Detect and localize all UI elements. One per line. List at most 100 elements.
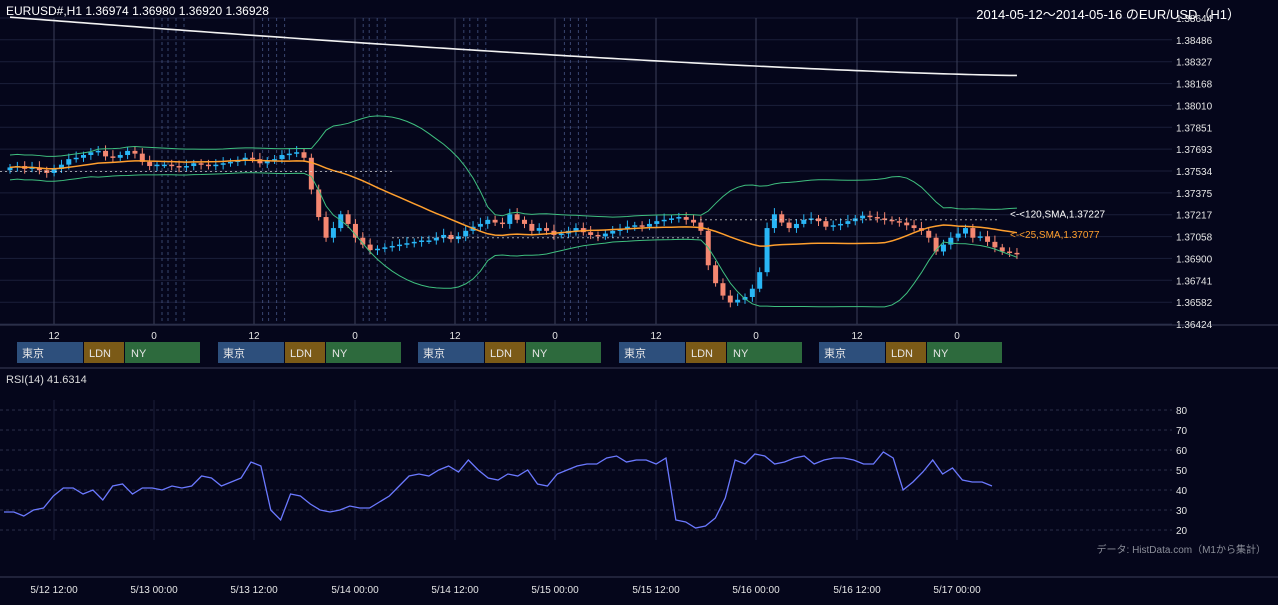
candle-down [345, 214, 351, 224]
candle-up [477, 223, 483, 227]
candle-up [838, 223, 844, 226]
candle-up [66, 159, 72, 165]
candle-up [955, 233, 961, 238]
candle-down [367, 244, 373, 251]
candle-down [595, 234, 601, 237]
time-tick-label: 5/14 12:00 [431, 585, 479, 596]
candle-up [573, 228, 579, 231]
session-newyork-bar [727, 342, 802, 363]
candle-up [830, 225, 836, 227]
price-tick-label: 1.37851 [1176, 123, 1213, 134]
session-london-bar [84, 342, 124, 363]
time-tick-label: 5/12 12:00 [30, 585, 78, 596]
candle-up [382, 247, 388, 249]
rsi-tick-label: 40 [1176, 486, 1188, 497]
session-newyork-bar [125, 342, 200, 363]
session-london-label: LDN [891, 348, 913, 360]
candle-down [713, 265, 719, 284]
candle-down [544, 228, 550, 231]
candle-up [81, 155, 86, 158]
candle-up [602, 233, 608, 237]
candle-down [933, 237, 939, 252]
hour-tick-label: 0 [552, 331, 558, 342]
candle-up [764, 228, 770, 273]
candle-down [992, 241, 998, 248]
price-tick-label: 1.37217 [1176, 211, 1213, 222]
candle-up [771, 214, 777, 229]
session-newyork-label: NY [933, 348, 949, 360]
price-tick-label: 1.36900 [1176, 254, 1213, 265]
time-tick-label: 5/15 12:00 [632, 585, 680, 596]
candle-up [95, 150, 101, 153]
candle-down [985, 236, 991, 242]
candle-up [735, 299, 741, 303]
price-tick-label: 1.38327 [1176, 58, 1213, 69]
candle-up [860, 215, 866, 219]
candle-up [7, 167, 13, 171]
candle-up [463, 230, 469, 237]
candle-up [617, 229, 623, 231]
candle-up [940, 244, 946, 252]
hour-tick-label: 0 [151, 331, 157, 342]
candle-up [154, 164, 160, 167]
session-tokyo-label: 東京 [22, 346, 44, 360]
candle-down [816, 218, 821, 222]
session-london-label: LDN [89, 348, 111, 360]
candle-up [117, 155, 123, 158]
candle-up [191, 163, 197, 167]
session-london-bar [686, 342, 726, 363]
candle-down [499, 222, 505, 225]
session-tokyo-bar [819, 342, 885, 363]
candle-up [610, 230, 616, 234]
price-tick-label: 1.37693 [1176, 145, 1213, 156]
candle-up [793, 223, 799, 229]
chart-title: 2014-05-12～2014-05-16 のEUR/USD（H1） [976, 7, 1240, 22]
session-tokyo-bar [218, 342, 284, 363]
candle-up [676, 217, 682, 219]
hour-tick-label: 0 [352, 331, 358, 342]
hour-tick-label: 0 [753, 331, 759, 342]
session-newyork-bar [927, 342, 1002, 363]
candle-down [250, 157, 256, 160]
candle-up [51, 168, 57, 173]
candle-up [963, 228, 968, 234]
candle-down [1007, 251, 1013, 253]
candle-up [948, 237, 954, 245]
rsi-label: RSI(14) 41.6314 [6, 374, 87, 386]
candle-down [1014, 252, 1020, 255]
candle-down [691, 219, 697, 223]
candle-up [338, 214, 344, 229]
candle-down [882, 218, 888, 220]
candle-up [220, 163, 226, 165]
candle-up [419, 240, 425, 242]
sma25-line [9, 159, 1018, 247]
candle-down [889, 219, 895, 222]
candle-up [411, 241, 417, 244]
candle-down [205, 164, 211, 167]
candle-up [73, 157, 79, 160]
candle-up [213, 164, 219, 167]
candle-up [330, 228, 336, 238]
candle-up [161, 164, 167, 167]
hour-tick-label: 12 [248, 331, 260, 342]
candle-down [683, 217, 689, 220]
candle-down [867, 215, 873, 218]
session-tokyo-bar [619, 342, 685, 363]
price-tick-label: 1.38010 [1176, 101, 1213, 112]
candle-up [801, 219, 807, 224]
candle-up [669, 218, 674, 220]
rsi-tick-label: 60 [1176, 446, 1188, 457]
candle-down [147, 161, 153, 167]
session-tokyo-bar [17, 342, 83, 363]
rsi-line [4, 451, 993, 529]
candle-up [661, 219, 667, 222]
time-tick-label: 5/17 00:00 [933, 585, 981, 596]
price-tick-label: 1.36582 [1176, 298, 1213, 309]
time-tick-label: 5/14 00:00 [331, 585, 379, 596]
session-tokyo-label: 東京 [223, 346, 245, 360]
candle-up [433, 237, 439, 241]
candle-down [103, 150, 109, 157]
price-tick-label: 1.36741 [1176, 276, 1213, 287]
